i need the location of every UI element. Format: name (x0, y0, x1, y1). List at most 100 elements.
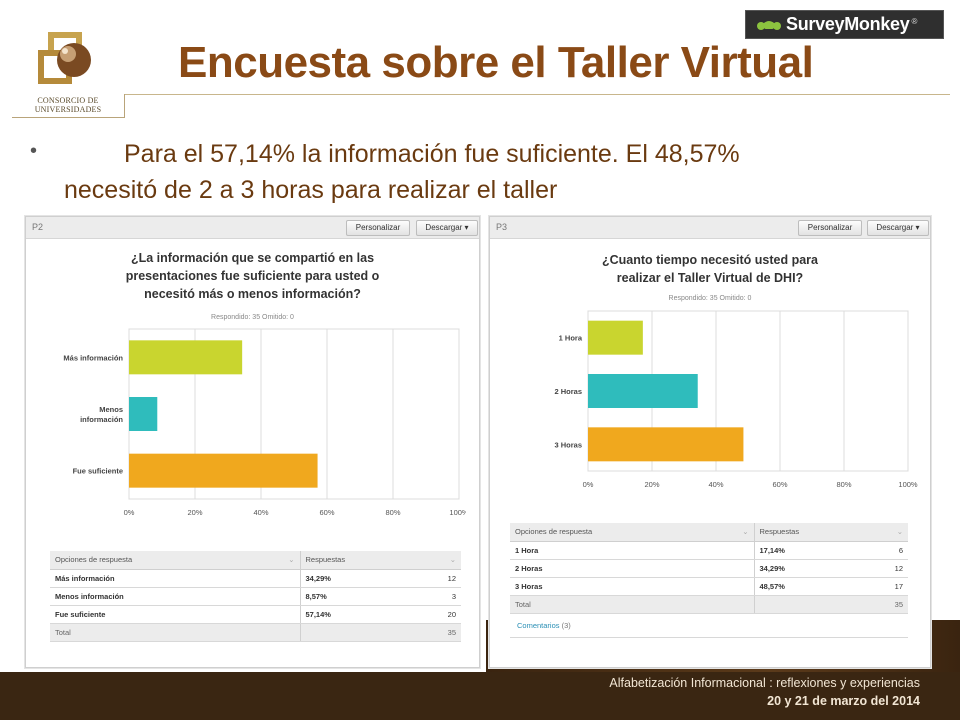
comments-count: (3) (561, 621, 571, 630)
row-count: 17 (855, 577, 908, 596)
footer-subtitle: Alfabetización Informacional : reflexion… (609, 676, 920, 690)
table-row: 1 Hora 17,14% 6 (510, 541, 908, 560)
x-tick-label: 20% (187, 508, 202, 517)
response-table: Opciones de respuesta ⌄ Respuestas ⌄ 1 Hor… (510, 523, 908, 614)
category-label-line: Más información (63, 353, 123, 362)
row-label: 2 Horas (510, 559, 754, 578)
sort-caret-icon[interactable]: ⌄ (896, 527, 903, 537)
bar (588, 374, 698, 408)
row-label: 3 Horas (510, 577, 754, 596)
response-table: Opciones de respuesta ⌄ Respuestas ⌄ Más i… (50, 551, 461, 642)
row-percent: 34,29% (299, 569, 407, 588)
sort-caret-icon[interactable]: ⌄ (742, 527, 749, 537)
category-label-line: información (80, 415, 123, 424)
bar (588, 427, 744, 462)
bullet-line2: necesitó de 2 a 3 horas para realizar el… (64, 176, 558, 204)
question-line1: ¿Cuanto tiempo necesitó usted para (601, 253, 818, 267)
x-tick-label: 40% (253, 508, 268, 517)
comments-link[interactable]: Comentarios (3) (517, 621, 571, 630)
x-tick-label: 60% (319, 508, 334, 517)
header-rule-short (12, 117, 125, 118)
table-row: Más información 34,29% 12 (50, 569, 461, 588)
table-row: 2 Horas 34,29% 12 (510, 559, 908, 578)
total-label: Total (510, 595, 754, 614)
question-line3: necesitó más o menos información? (144, 287, 361, 301)
survey-panel-p2: P2 Personalizar Descargar ▾ ¿La informac… (25, 216, 480, 668)
footer-date: 20 y 21 de marzo del 2014 (767, 694, 920, 708)
table-total-row: Total 35 (510, 595, 908, 614)
bar (129, 453, 318, 488)
footer-dark-strip (0, 672, 960, 720)
category-label-line: 3 Horas (554, 440, 582, 449)
bar-chart-p3: 0% 20% 40% 60% 80% 100% 1 Hora 2 Horas 3 Horas (554, 310, 918, 489)
question-id: P3 (496, 222, 508, 232)
x-tick-label: 100% (898, 480, 918, 489)
x-tick-label: 0% (583, 480, 594, 489)
row-percent: 8,57% (299, 587, 407, 606)
customize-button[interactable]: Personalizar (346, 220, 410, 236)
bullet-text: Para el 57,14% la información fue sufici… (64, 136, 884, 208)
logo-caption: CONSORCIO DE UNIVERSIDADES (12, 96, 124, 114)
total-spacer (753, 595, 856, 614)
row-count: 6 (855, 541, 908, 560)
x-tick-label: 20% (644, 480, 659, 489)
panel-header: P2 Personalizar Descargar ▾ (26, 217, 479, 239)
x-tick-label: 100% (449, 508, 466, 517)
total-count: 35 (406, 623, 461, 642)
header-rule (124, 94, 950, 95)
row-label: Fue suficiente (50, 605, 300, 624)
registered-mark: ® (911, 17, 918, 26)
question-line1: ¿La información que se compartió en las (130, 251, 375, 265)
download-button[interactable]: Descargar ▾ (416, 220, 478, 236)
category-label: 3 Horas (554, 440, 582, 449)
table-total-row: Total 35 (50, 623, 461, 642)
bullet-icon: • (30, 140, 38, 162)
bullet-line1: Para el 57,14% la información fue sufici… (124, 140, 740, 168)
x-tick-label: 0% (124, 508, 135, 517)
bar (588, 320, 643, 355)
table-header-row: Opciones de respuesta ⌄ Respuestas ⌄ (510, 523, 908, 542)
survey-panel-p3: P3 Personalizar Descargar ▾ ¿Cuanto tiem… (489, 216, 931, 668)
slide-title: Encuesta sobre el Taller Virtual (178, 38, 814, 87)
table-row: 3 Horas 48,57% 17 (510, 577, 908, 596)
category-label-line: 1 Hora (559, 334, 583, 343)
question-title: ¿La información que se compartió en las … (26, 249, 479, 303)
x-tick-label: 80% (385, 508, 400, 517)
bar (129, 340, 243, 375)
bar-chart-p2: 0% 20% 40% 60% 80% 100% Más información Menosin… (63, 328, 466, 517)
category-label: Fue suficiente (73, 467, 123, 476)
category-label-line: Fue suficiente (73, 467, 123, 476)
response-meta: Respondido: 35 Omitido: 0 (211, 314, 294, 321)
x-tick-label: 80% (836, 480, 851, 489)
customize-button[interactable]: Personalizar (798, 220, 862, 236)
col-responses-header[interactable]: Respuestas ⌄ (753, 523, 908, 542)
sort-caret-icon[interactable]: ⌄ (449, 555, 456, 565)
logo-line2: UNIVERSIDADES (34, 105, 102, 114)
x-tick-label: 40% (708, 480, 723, 489)
panel-header: P3 Personalizar Descargar ▾ (490, 217, 930, 239)
category-label-line: Menos (99, 405, 123, 414)
logo-line1: CONSORCIO DE (37, 96, 99, 105)
row-count: 20 (406, 605, 461, 624)
category-label: Menos información (80, 405, 123, 424)
question-id: P2 (32, 222, 44, 232)
download-button[interactable]: Descargar ▾ (867, 220, 929, 236)
col-options-header[interactable]: Opciones de respuesta ⌄ (510, 523, 754, 542)
category-label: 1 Hora (559, 334, 583, 343)
header-rule-vertical (124, 94, 125, 118)
col-responses-header[interactable]: Respuestas ⌄ (299, 551, 461, 570)
question-line2: realizar el Taller Virtual de DHI? (616, 271, 804, 285)
response-meta: Respondido: 35 Omitido: 0 (668, 295, 752, 302)
question-title: ¿Cuanto tiempo necesitó usted para reali… (490, 251, 930, 287)
row-count: 12 (406, 569, 461, 588)
table-row: Fue suficiente 57,14% 20 (50, 605, 461, 624)
sort-caret-icon[interactable]: ⌄ (288, 555, 295, 565)
col-options-header[interactable]: Opciones de respuesta ⌄ (50, 551, 300, 570)
consorcio-logo: CONSORCIO DE UNIVERSIDADES (12, 20, 124, 118)
question-line2: presentaciones fue suficiente para usted… (125, 269, 380, 283)
category-label: 2 Horas (554, 387, 582, 396)
consorcio-emblem-icon (38, 32, 91, 84)
comments-divider (510, 637, 908, 638)
row-label: Más información (50, 569, 300, 588)
